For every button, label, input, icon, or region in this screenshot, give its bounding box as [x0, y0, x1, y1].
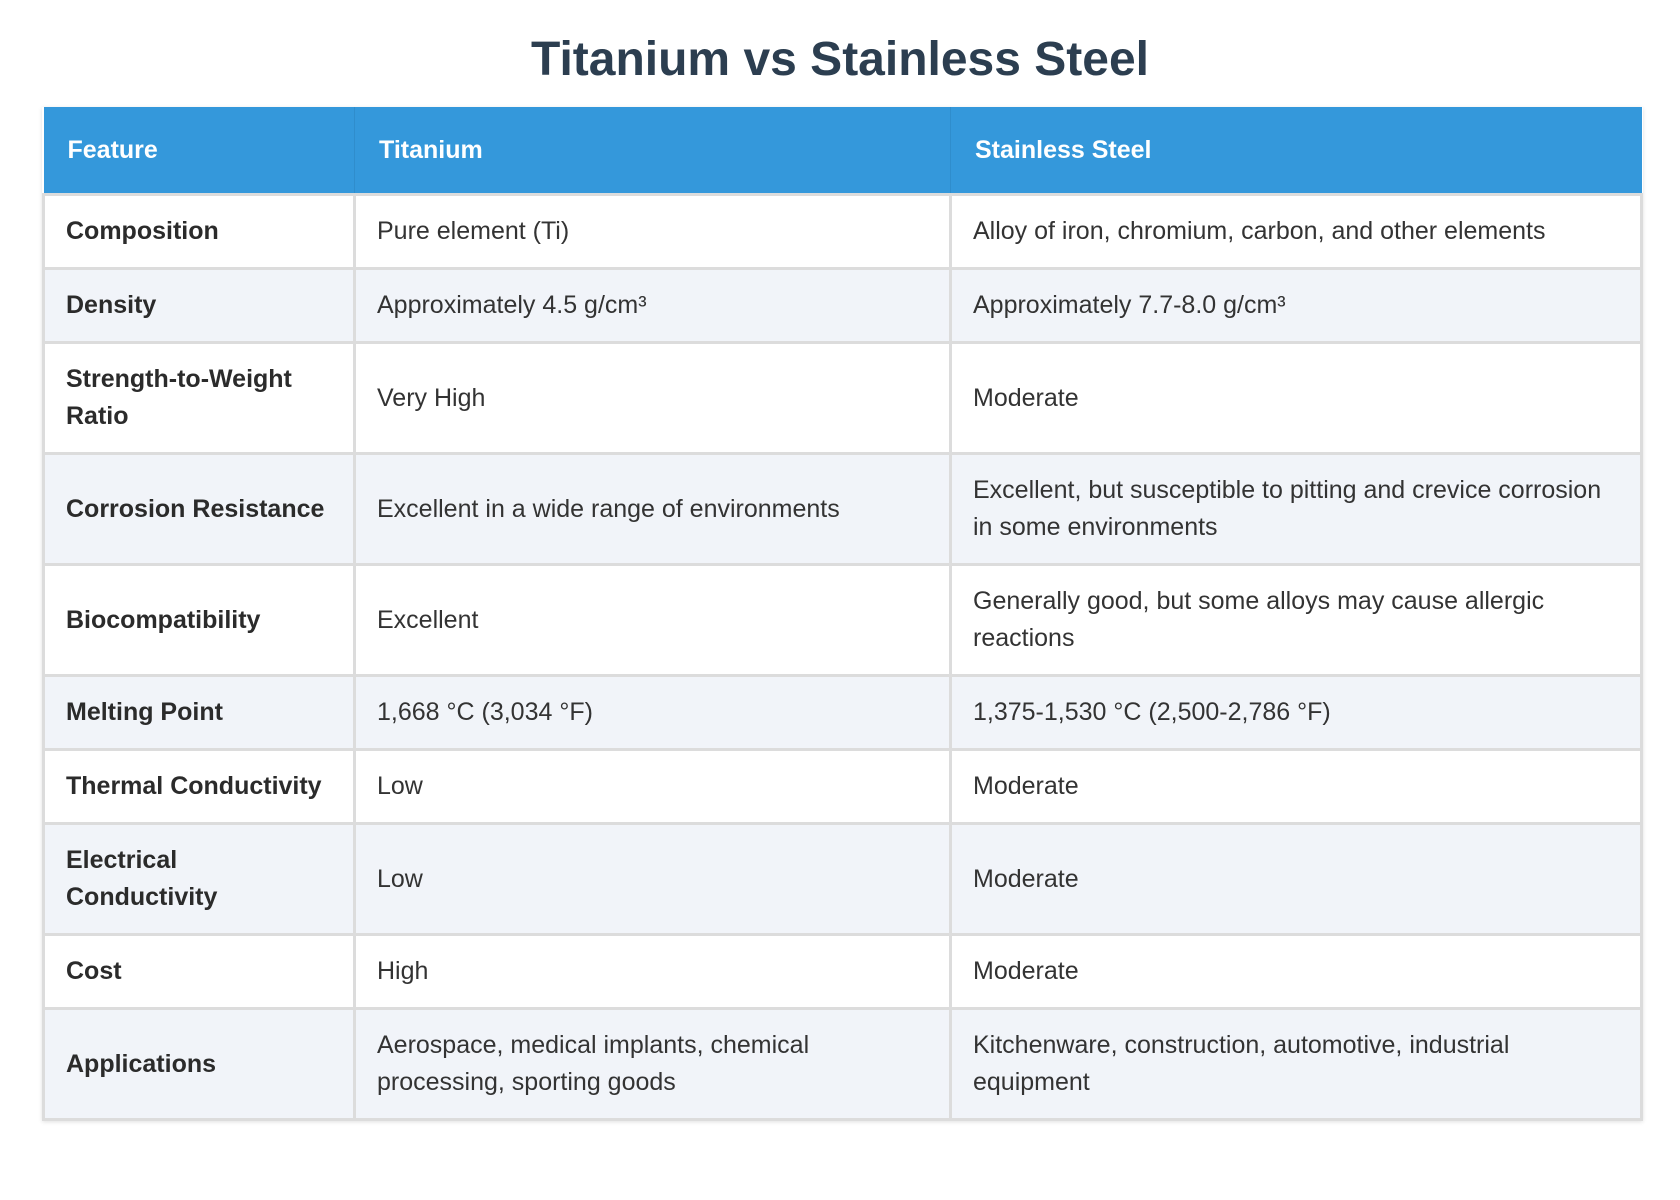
titanium-cell: Low — [353, 748, 952, 825]
feature-cell: Melting Point — [42, 674, 356, 751]
feature-cell: Corrosion Resistance — [42, 452, 356, 566]
table-header-row: Feature Titanium Stainless Steel — [43, 107, 1642, 196]
feature-cell: Applications — [42, 1007, 356, 1121]
feature-cell: Strength-to-Weight Ratio — [42, 341, 356, 455]
titanium-cell: Very High — [353, 341, 952, 455]
feature-cell: Cost — [42, 933, 356, 1010]
stainless-steel-cell: 1,375-1,530 °C (2,500-2,786 °F) — [949, 674, 1643, 751]
table-row: Biocompatibility Excellent Generally goo… — [42, 563, 1643, 677]
page-title: Titanium vs Stainless Steel — [530, 33, 1150, 86]
table-row: Density Approximately 4.5 g/cm³ Approxim… — [42, 267, 1643, 344]
titanium-cell: High — [353, 933, 952, 1010]
feature-cell: Composition — [42, 193, 356, 270]
stainless-steel-cell: Excellent, but susceptible to pitting an… — [949, 452, 1643, 566]
column-header-feature: Feature — [43, 107, 355, 196]
stainless-steel-cell: Approximately 7.7-8.0 g/cm³ — [949, 267, 1643, 344]
feature-cell: Thermal Conductivity — [42, 748, 356, 825]
stainless-steel-cell: Moderate — [949, 933, 1643, 1010]
titanium-cell: 1,668 °C (3,034 °F) — [353, 674, 952, 751]
comparison-table: Feature Titanium Stainless Steel Composi… — [42, 107, 1643, 1121]
titanium-cell: Aerospace, medical implants, chemical pr… — [353, 1007, 952, 1121]
stainless-steel-cell: Generally good, but some alloys may caus… — [949, 563, 1643, 677]
table-row: Cost High Moderate — [42, 933, 1643, 1010]
titanium-cell: Excellent in a wide range of environment… — [353, 452, 952, 566]
table-row: Strength-to-Weight Ratio Very High Moder… — [42, 341, 1643, 455]
stainless-steel-cell: Moderate — [949, 822, 1643, 936]
titanium-cell: Approximately 4.5 g/cm³ — [353, 267, 952, 344]
titanium-cell: Excellent — [353, 563, 952, 677]
stainless-steel-cell: Kitchenware, construction, automotive, i… — [949, 1007, 1643, 1121]
table-row: Melting Point 1,668 °C (3,034 °F) 1,375-… — [42, 674, 1643, 751]
feature-cell: Electrical Conductivity — [42, 822, 356, 936]
feature-cell: Biocompatibility — [42, 563, 356, 677]
titanium-cell: Pure element (Ti) — [353, 193, 952, 270]
table-row: Composition Pure element (Ti) Alloy of i… — [42, 193, 1643, 270]
feature-cell: Density — [42, 267, 356, 344]
titanium-cell: Low — [353, 822, 952, 936]
stainless-steel-cell: Moderate — [949, 341, 1643, 455]
column-header-stainless-steel: Stainless Steel — [950, 107, 1642, 196]
stainless-steel-cell: Moderate — [949, 748, 1643, 825]
table-row: Applications Aerospace, medical implants… — [42, 1007, 1643, 1121]
stainless-steel-cell: Alloy of iron, chromium, carbon, and oth… — [949, 193, 1643, 270]
table-row: Electrical Conductivity Low Moderate — [42, 822, 1643, 936]
table-row: Thermal Conductivity Low Moderate — [42, 748, 1643, 825]
column-header-titanium: Titanium — [354, 107, 951, 196]
table-row: Corrosion Resistance Excellent in a wide… — [42, 452, 1643, 566]
